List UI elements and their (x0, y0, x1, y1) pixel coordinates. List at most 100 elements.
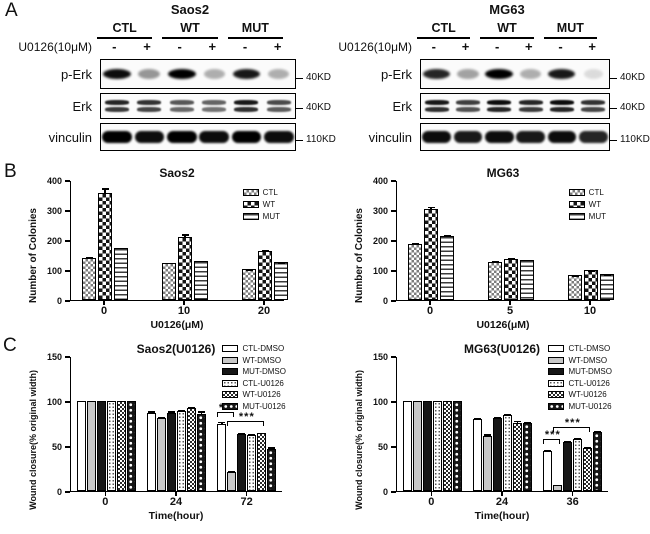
legend-item: MUT (568, 212, 606, 221)
bar-group-36: *** *** (543, 357, 603, 491)
legend-item: MUT-DMSO (548, 367, 612, 376)
error-bar-cap (261, 250, 269, 252)
bar-ctl-0 (82, 257, 96, 300)
bar-ctl-dmso-0 (76, 401, 86, 491)
legend-swatch (548, 402, 565, 410)
y-tick-label: 0 (56, 296, 62, 306)
legend-label: MUT-U0126 (242, 401, 286, 411)
x-tick: 10 (567, 301, 613, 318)
protein-band (515, 124, 546, 150)
legend-label: MUT-DMSO (568, 367, 612, 376)
significance-bracket (227, 421, 265, 427)
y-tick-label: 100 (372, 397, 388, 407)
error-bar-cap (554, 484, 562, 487)
chart-title: MG63 (486, 166, 520, 180)
chart-colonies-saos2: Saos2 Number of Colonies 0 100 200 300 400 CTL W… (26, 166, 288, 331)
marker-tick (296, 77, 303, 79)
y-tick-mark (65, 270, 70, 272)
legend-item: MUT-U0126 (548, 402, 612, 411)
bar-wt-10 (584, 270, 598, 300)
molecular-weight-label: 110KD (306, 134, 336, 145)
legend: CTL-DMSO WT-DMSO MUT-DMSO CTL-U0126 WT-U0126… (222, 344, 286, 411)
x-axis-label: U0126(μM) (476, 319, 530, 331)
x-tick-label: 72 (240, 496, 253, 508)
marker-tick (296, 139, 303, 141)
x-tick-label: 20 (257, 305, 271, 317)
chart-title: MG63(U0126) (463, 342, 541, 356)
bar-wt-u0126-0 (442, 401, 452, 491)
protein-band (101, 124, 133, 150)
blot-membrane (420, 93, 610, 119)
protein-band (421, 124, 452, 150)
y-tick-label: 0 (56, 487, 62, 497)
x-tick-mark (245, 492, 248, 496)
antibody-label: Erk (392, 98, 413, 114)
protein-band (133, 94, 165, 118)
legend-label: CTL-DMSO (568, 344, 611, 353)
treatment-sign: - (177, 39, 182, 54)
marker-cell: 40KD (610, 59, 650, 89)
x-tick-mark (589, 301, 591, 305)
cell-line-title: Saos2 (170, 2, 210, 17)
error-bar-cap (187, 407, 195, 409)
lane-header: CTL WT MUT (92, 20, 288, 39)
legend-item: CTL (568, 188, 606, 197)
y-axis: 0 50 100 150 (366, 352, 396, 497)
legend-label: MUT (262, 212, 280, 221)
treatment-signs: - + - + - + (98, 40, 294, 55)
error-bar-cap (523, 421, 531, 424)
legend-label: CTL (588, 188, 604, 197)
bar-ctl-u0126-72 (247, 433, 257, 491)
bar-ctl-dmso-36 (543, 449, 553, 491)
error-bar-cap (218, 421, 226, 424)
blot-membrane (100, 93, 296, 119)
marker-cell: 110KD (296, 123, 342, 151)
y-tick-mark (65, 491, 70, 493)
legend-swatch (548, 345, 565, 352)
blot-row-vinculin: vinculin 110KD (330, 123, 650, 151)
error-bar-cap (238, 432, 246, 435)
error-bar-cap (564, 440, 572, 443)
error-bar-cap (427, 206, 435, 208)
marker-tick (610, 107, 617, 109)
antibody-label: vinculin (48, 129, 92, 145)
protein-band (546, 94, 577, 118)
legend: CTL-DMSO WT-DMSO MUT-DMSO CTL-U0126 WT-U0126… (548, 344, 612, 411)
y-axis: 0 50 100 150 (40, 352, 70, 497)
x-tick-label: 0 (102, 496, 109, 508)
protein-band (484, 94, 515, 118)
error-bar-cap (248, 433, 256, 436)
legend-label: CTL (262, 188, 278, 197)
bar-mut-dmso-72 (237, 432, 247, 491)
bar-mut-10 (600, 273, 614, 300)
legend-item: WT (568, 200, 606, 209)
significance-bracket (543, 438, 561, 444)
treatment-sign: + (208, 39, 217, 54)
bar-mut-u0126-72 (267, 447, 277, 491)
legend-swatch (568, 213, 585, 220)
x-axis-label: U0126(μM) (150, 319, 204, 331)
y-tick-mark (391, 401, 396, 403)
marker-tick (610, 139, 617, 141)
y-tick-label: 400 (46, 176, 62, 186)
protein-band (133, 60, 165, 88)
bar-mut-5 (520, 259, 534, 300)
molecular-weight-label: 40KD (620, 72, 646, 83)
legend-item: WT-DMSO (222, 356, 286, 365)
error-bar (430, 206, 432, 210)
error-bar-cap (483, 434, 491, 436)
bar-wt-dmso-24 (482, 434, 492, 491)
significance-bracket (553, 426, 591, 432)
error-bar-cap (277, 262, 285, 264)
y-tick-mark (391, 356, 396, 358)
bar-ctl-dmso-0 (402, 401, 412, 491)
molecular-weight-label: 40KD (620, 102, 646, 113)
bar-ctl-dmso-72 (217, 421, 227, 491)
bar-wt-20 (258, 250, 272, 300)
bar-mut-u0126-0 (452, 401, 462, 491)
error-bar-cap (181, 234, 189, 236)
x-tick-mark (501, 492, 503, 496)
bar-wt-u0126-72 (257, 432, 267, 491)
plot-column: ******CTL-DMSOWT-DMSOMUT-DMSOCTL-U0126WT… (70, 344, 286, 522)
error-bar-cap (101, 188, 109, 190)
